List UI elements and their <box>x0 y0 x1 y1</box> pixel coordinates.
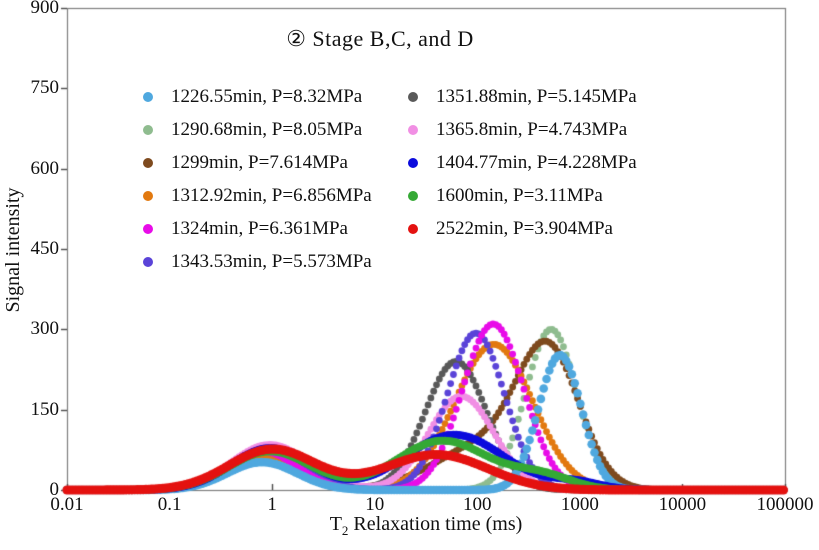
y-tick-label: 750 <box>30 77 60 99</box>
legend-item: 1600min, P=3.11MPa <box>408 184 603 208</box>
x-tick-label: 0.01 <box>50 494 84 515</box>
legend-dot-marker-icon <box>408 125 418 135</box>
y-tick-label: 300 <box>30 318 60 340</box>
y-tick-label: 600 <box>30 157 60 179</box>
legend-dot-marker-icon <box>143 92 153 102</box>
legend-item: 1404.77min, P=4.228MPa <box>408 151 637 175</box>
x-axis-label-subscript: 2 <box>341 523 349 538</box>
legend-dot-marker-icon <box>143 158 153 168</box>
y-tick-label: 450 <box>30 238 60 259</box>
x-tick-label: 100000 <box>756 494 814 515</box>
legend-item-label: 1312.92min, P=6.856MPa <box>171 185 372 206</box>
legend-item-label: 1351.88min, P=5.145MPa <box>436 86 637 107</box>
y-tick-label: 900 <box>30 0 60 18</box>
legend-dot-marker-icon <box>408 224 418 234</box>
x-axis-label-text: Relaxation time (ms) <box>348 513 523 535</box>
x-tick-label: 1 <box>267 494 277 515</box>
x-axis-label: T2 Relaxation time (ms) <box>226 513 626 539</box>
legend-item: 1343.53min, P=5.573MPa <box>143 250 372 274</box>
legend-item-label: 1343.53min, P=5.573MPa <box>171 251 372 272</box>
legend-item: 1324min, P=6.361MPa <box>143 217 348 241</box>
legend-dot-marker-icon <box>408 92 418 102</box>
legend-item-label: 1600min, P=3.11MPa <box>436 185 603 206</box>
y-tick-label: 150 <box>30 398 60 420</box>
x-tick-label: 1000 <box>560 494 599 515</box>
legend-item: 2522min, P=3.904MPa <box>408 217 613 241</box>
legend-item: 1365.8min, P=4.743MPa <box>408 118 627 142</box>
legend-dot-marker-icon <box>408 158 418 168</box>
legend-item-label: 1299min, P=7.614MPa <box>171 152 348 173</box>
legend-item-label: 2522min, P=3.904MPa <box>436 218 613 239</box>
legend-item-label: 1290.68min, P=8.05MPa <box>171 119 363 140</box>
legend-item-label: 1365.8min, P=4.743MPa <box>436 119 628 140</box>
x-tick-label: 10 <box>365 494 385 515</box>
chart-title: ② Stage B,C, and D <box>286 26 474 51</box>
legend-item-label: 1226.55min, P=8.32MPa <box>171 86 363 107</box>
legend-item-label: 1324min, P=6.361MPa <box>171 218 348 239</box>
legend-item-label: 1404.77min, P=4.228MPa <box>436 152 637 173</box>
x-tick-label: 100 <box>463 494 492 515</box>
legend-dot-marker-icon <box>143 257 153 267</box>
legend-dot-marker-icon <box>143 191 153 201</box>
x-tick-label: 0.1 <box>157 494 182 515</box>
y-tick-label: 0 <box>49 479 60 500</box>
legend-item: 1351.88min, P=5.145MPa <box>408 85 637 109</box>
legend-dot-marker-icon <box>408 191 418 201</box>
legend-item: 1290.68min, P=8.05MPa <box>143 118 362 142</box>
legend-item: 1299min, P=7.614MPa <box>143 151 348 175</box>
legend-item: 1312.92min, P=6.856MPa <box>143 184 372 208</box>
legend-dot-marker-icon <box>143 125 153 135</box>
legend-item: 1226.55min, P=8.32MPa <box>143 85 362 109</box>
x-axis-label-symbol: T <box>329 513 342 535</box>
legend-dot-marker-icon <box>143 224 153 234</box>
x-tick-label: 10000 <box>658 494 707 515</box>
